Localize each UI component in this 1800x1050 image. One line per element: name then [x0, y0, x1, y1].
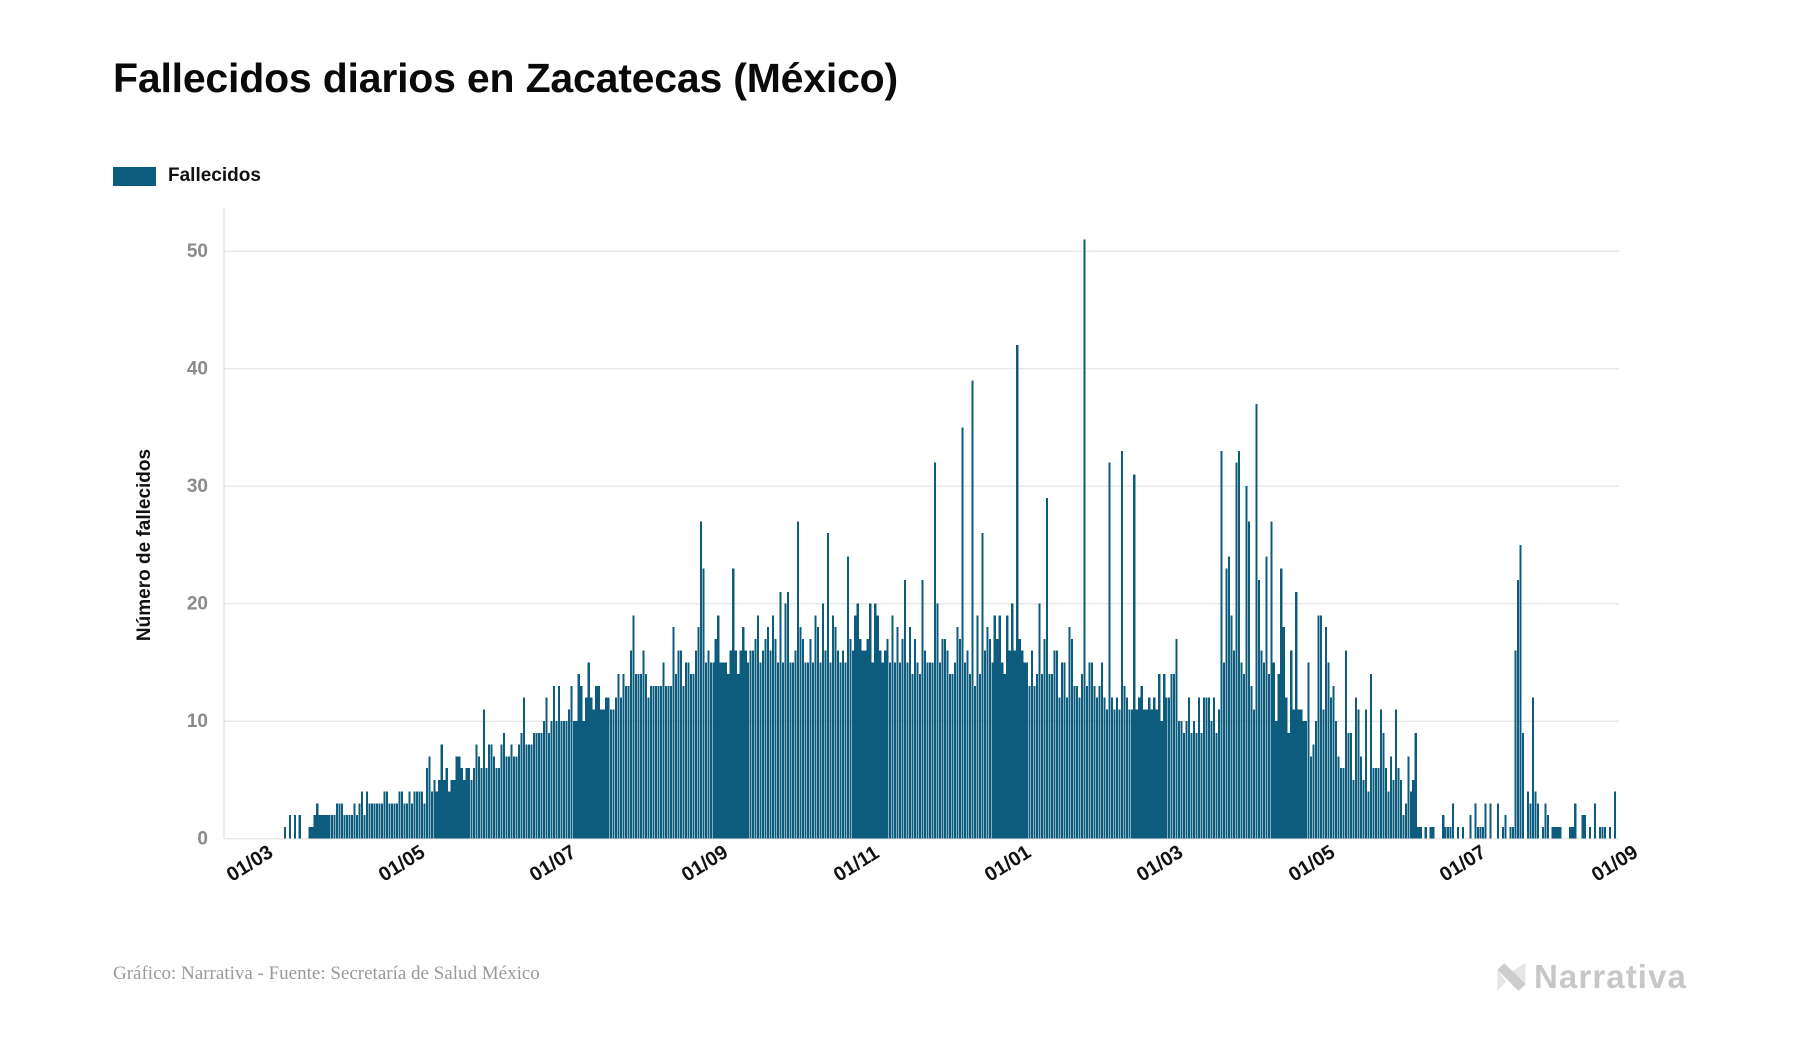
svg-text:50: 50: [187, 241, 208, 262]
svg-text:10: 10: [187, 711, 208, 732]
svg-text:20: 20: [187, 594, 208, 615]
svg-text:40: 40: [187, 359, 208, 380]
svg-text:30: 30: [187, 476, 208, 497]
svg-text:0: 0: [197, 829, 208, 850]
